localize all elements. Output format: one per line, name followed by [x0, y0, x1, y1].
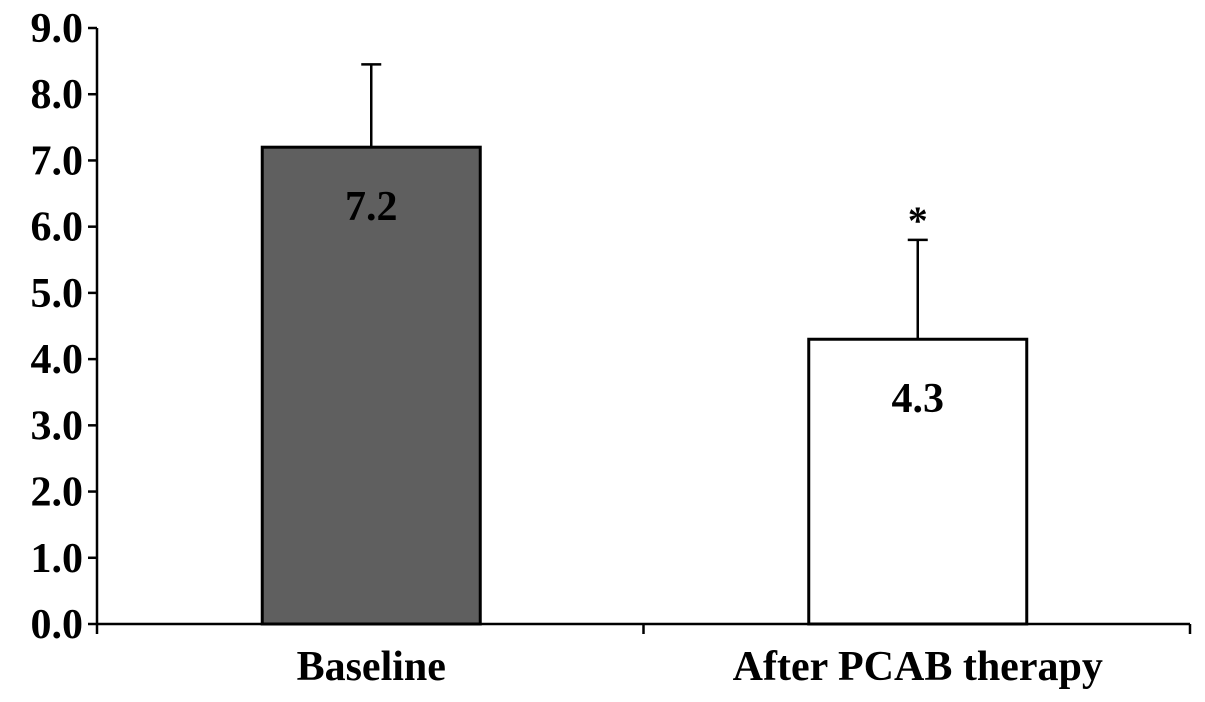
significance-marker-2: *	[908, 198, 928, 243]
y-axis: 0.0 1.0 2.0 3.0 4.0 5.0 6.0 7.0 8.0 9.0	[31, 6, 99, 648]
category-label-1: Baseline	[297, 644, 446, 690]
y-tick-label: 4.0	[31, 337, 84, 383]
bar-1	[260, 145, 482, 626]
bars: 7.2 4.3 *	[260, 63, 1029, 626]
y-tick-label: 5.0	[31, 271, 84, 317]
y-tick-label: 3.0	[31, 403, 84, 449]
category-label-2: After PCAB therapy	[733, 644, 1103, 690]
bar-value-label-1: 7.2	[345, 184, 398, 230]
y-tick-label: 7.0	[31, 138, 84, 184]
bar-value-label-2: 4.3	[892, 376, 945, 422]
y-tick-label: 9.0	[31, 6, 84, 52]
y-tick-label: 0.0	[31, 602, 84, 648]
bar-2	[807, 337, 1029, 626]
y-tick-label: 2.0	[31, 470, 84, 516]
y-tick-label: 6.0	[31, 205, 84, 251]
y-tick-label: 8.0	[31, 72, 84, 118]
x-axis: Baseline After PCAB therapy	[95, 622, 1192, 690]
y-tick-label: 1.0	[31, 536, 84, 582]
